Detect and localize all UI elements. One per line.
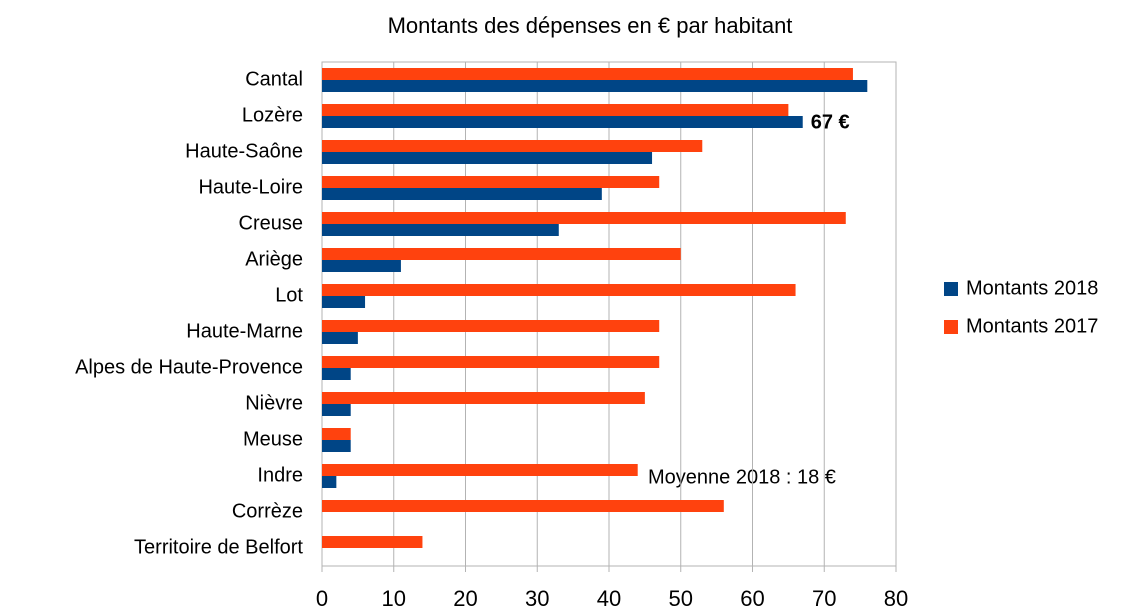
bar [322, 140, 703, 152]
bar [322, 284, 796, 296]
y-tick-label: Haute-Marne [186, 320, 303, 342]
y-tick-label: Ariège [245, 248, 303, 270]
bar [322, 476, 337, 488]
bar [322, 404, 351, 416]
y-tick-label: Haute-Loire [198, 176, 303, 198]
x-tick-label: 70 [812, 586, 836, 611]
bar [322, 464, 638, 476]
bar [322, 356, 660, 368]
x-tick-label: 10 [382, 586, 406, 611]
legend-swatch [944, 320, 958, 334]
legend-label: Montants 2017 [966, 315, 1098, 337]
bar [322, 500, 724, 512]
x-tick-label: 50 [669, 586, 693, 611]
x-tick-label: 20 [453, 586, 477, 611]
x-tick-label: 0 [316, 586, 328, 611]
bar [322, 428, 351, 440]
bar [322, 248, 681, 260]
y-tick-label: Territoire de Belfort [134, 536, 303, 558]
y-tick-label: Nièvre [245, 392, 303, 414]
bar [322, 152, 653, 164]
legend-label: Montants 2018 [966, 277, 1098, 299]
legend-swatch [944, 282, 958, 296]
y-tick-label: Creuse [239, 212, 303, 234]
bar [322, 224, 559, 236]
x-tick-label: 80 [884, 586, 908, 611]
bar [322, 332, 358, 344]
bar [322, 296, 366, 308]
y-tick-label: Haute-Saône [185, 140, 303, 162]
y-tick-label: Cantal [245, 68, 303, 90]
y-tick-label: Lot [275, 284, 303, 306]
bar [322, 320, 660, 332]
bar [322, 368, 351, 380]
bar [322, 68, 853, 80]
chart-title: Montants des dépenses en € par habitant [388, 13, 793, 38]
bar [322, 80, 868, 92]
plot-frame [321, 61, 897, 567]
data-label: 67 € [811, 111, 850, 133]
y-tick-label: Corrèze [232, 500, 303, 522]
x-tick-label: 30 [525, 586, 549, 611]
y-tick-label: Lozère [242, 104, 303, 126]
bar [322, 260, 401, 272]
bar [322, 176, 660, 188]
bar [322, 392, 645, 404]
y-tick-label: Indre [257, 464, 303, 486]
y-tick-label: Alpes de Haute-Provence [75, 356, 303, 378]
x-tick-label: 60 [740, 586, 764, 611]
annotation: Moyenne 2018 : 18 € [648, 466, 836, 488]
y-tick-label: Meuse [243, 428, 303, 450]
x-tick-label: 40 [597, 586, 621, 611]
bar [322, 212, 846, 224]
bar [322, 440, 351, 452]
bar [322, 536, 423, 548]
bar [322, 104, 789, 116]
bar [322, 116, 803, 128]
bar [322, 188, 602, 200]
